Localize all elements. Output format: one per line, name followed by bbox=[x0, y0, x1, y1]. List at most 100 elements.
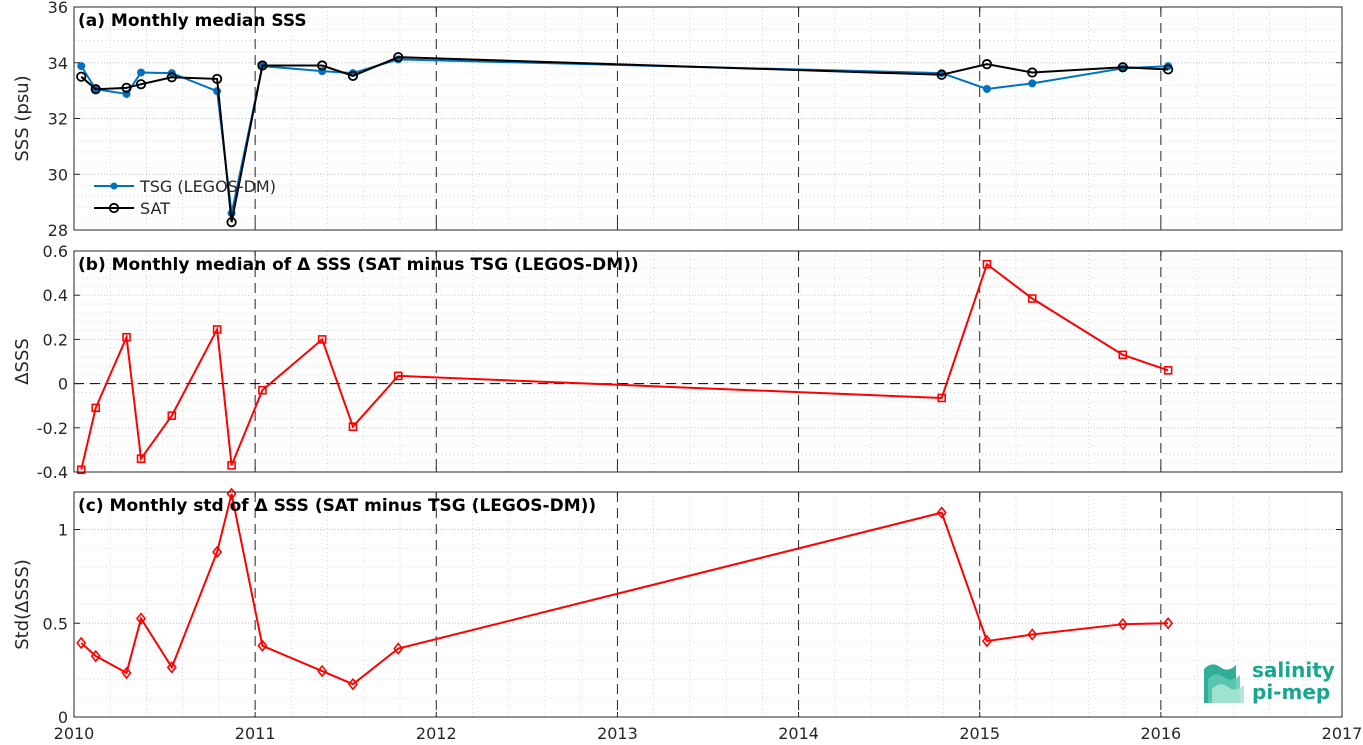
legend-item: SAT bbox=[94, 199, 170, 218]
data-point bbox=[227, 461, 236, 470]
y-tick-label: 0 bbox=[58, 708, 68, 727]
plot-area bbox=[74, 251, 1342, 472]
y-axis-label: ΔSSS bbox=[12, 338, 33, 385]
data-point bbox=[122, 332, 131, 342]
data-point bbox=[166, 72, 177, 83]
data-point bbox=[1027, 67, 1038, 78]
data-point bbox=[347, 70, 359, 81]
y-axis-label: SSS (psu) bbox=[12, 75, 33, 161]
data-point bbox=[393, 52, 404, 63]
data-point bbox=[937, 393, 946, 403]
x-tick-label: 2013 bbox=[597, 724, 638, 743]
data-point bbox=[1117, 62, 1128, 73]
tick-marks bbox=[73, 492, 1343, 718]
data-point bbox=[982, 84, 991, 93]
data-point bbox=[166, 661, 177, 674]
legend: TSG (LEGOS-DM) SAT bbox=[94, 177, 276, 218]
data-point bbox=[212, 73, 223, 85]
series-line bbox=[80, 56, 1169, 223]
data-point bbox=[167, 411, 177, 420]
data-point bbox=[76, 465, 86, 475]
data-point bbox=[257, 639, 268, 653]
panel-2: -0.4 -0.2 0 0.2 0.4 0.6 ΔSSS (b) Monthly median… bbox=[12, 242, 1343, 482]
logo-line1: salinity bbox=[1252, 658, 1335, 682]
data-point bbox=[135, 612, 147, 625]
series-line bbox=[80, 493, 1169, 686]
salinity-pi-mep-logo: salinity pi-mep bbox=[1200, 655, 1350, 705]
data-point bbox=[317, 335, 327, 344]
legend-item: TSG (LEGOS-DM) bbox=[94, 177, 276, 196]
data-point bbox=[257, 60, 268, 71]
panel-title: (c) Monthly std of Δ SSS (SAT minus TSG … bbox=[78, 496, 596, 516]
data-point bbox=[1163, 366, 1173, 375]
y-tick-label: 36 bbox=[48, 0, 68, 17]
data-point bbox=[1163, 616, 1174, 630]
data-point bbox=[76, 636, 87, 650]
data-point bbox=[317, 664, 328, 678]
data-point bbox=[90, 649, 101, 663]
panel-title: (a) Monthly median SSS bbox=[78, 11, 307, 31]
y-tick-label: 32 bbox=[48, 110, 68, 129]
series-1 bbox=[76, 487, 1174, 691]
data-point bbox=[393, 642, 404, 655]
x-tick-label: 2010 bbox=[54, 724, 95, 743]
y-tick-label: 34 bbox=[48, 54, 68, 73]
series-2 bbox=[76, 52, 1174, 228]
plot-area bbox=[74, 492, 1342, 717]
tick-marks bbox=[73, 6, 1343, 231]
y-tick-label: 0.6 bbox=[43, 242, 68, 261]
data-point bbox=[212, 545, 223, 559]
data-point bbox=[317, 60, 328, 71]
legend-label: SAT bbox=[140, 199, 170, 218]
data-point bbox=[1027, 628, 1038, 641]
data-point bbox=[121, 82, 132, 93]
logo-waves-icon bbox=[1204, 664, 1244, 703]
data-point bbox=[1163, 64, 1174, 75]
y-tick-label: 0.2 bbox=[43, 330, 68, 349]
legend-label: TSG (LEGOS-DM) bbox=[139, 177, 276, 196]
data-point bbox=[347, 677, 358, 691]
y-tick-label: 28 bbox=[48, 221, 68, 240]
x-tick-label: 2015 bbox=[959, 724, 1000, 743]
data-point bbox=[77, 62, 86, 71]
data-point bbox=[936, 506, 947, 519]
data-point bbox=[135, 79, 147, 90]
x-tick-label: 2016 bbox=[1140, 724, 1181, 743]
data-point bbox=[1027, 294, 1037, 303]
data-point bbox=[1028, 79, 1037, 88]
minor-grid bbox=[74, 492, 1342, 717]
x-tick-label: 2017 bbox=[1322, 724, 1363, 743]
y-tick-label: 1 bbox=[58, 521, 68, 540]
panel-1: 28 30 32 34 36 SSS (psu) (a) Monthly median SS… bbox=[12, 0, 1343, 240]
series-1 bbox=[76, 259, 1173, 475]
y-tick-label: 0 bbox=[58, 375, 68, 394]
data-point bbox=[136, 454, 146, 464]
data-point bbox=[137, 68, 146, 77]
data-point bbox=[982, 259, 992, 269]
data-point bbox=[91, 403, 101, 413]
data-point bbox=[393, 371, 403, 381]
y-tick-label: 0.4 bbox=[43, 286, 68, 305]
data-point bbox=[76, 71, 87, 82]
data-point bbox=[90, 84, 101, 95]
panel-title: (b) Monthly median of Δ SSS (SAT minus T… bbox=[78, 255, 639, 275]
x-tick-label: 2012 bbox=[416, 724, 457, 743]
y-tick-label: 30 bbox=[48, 165, 68, 184]
minor-grid bbox=[74, 7, 1342, 230]
panel-3: 0 0.5 1 2010 2011 2012 2013 2014 2015 2016 2017 Std… bbox=[12, 487, 1363, 743]
series-line bbox=[80, 262, 1169, 471]
y-tick-label: -0.2 bbox=[37, 419, 68, 438]
data-point bbox=[981, 59, 993, 70]
data-point bbox=[348, 422, 358, 431]
data-point bbox=[212, 325, 222, 334]
data-point bbox=[121, 666, 132, 680]
tick-marks bbox=[73, 250, 1343, 473]
data-point bbox=[258, 385, 267, 395]
data-point bbox=[1117, 617, 1128, 631]
y-tick-label: -0.4 bbox=[37, 463, 68, 482]
axes-frame bbox=[73, 491, 1343, 718]
data-point bbox=[936, 69, 947, 80]
y-axis-label: Std(ΔSSS) bbox=[12, 559, 33, 650]
logo-line2: pi-mep bbox=[1252, 680, 1330, 704]
